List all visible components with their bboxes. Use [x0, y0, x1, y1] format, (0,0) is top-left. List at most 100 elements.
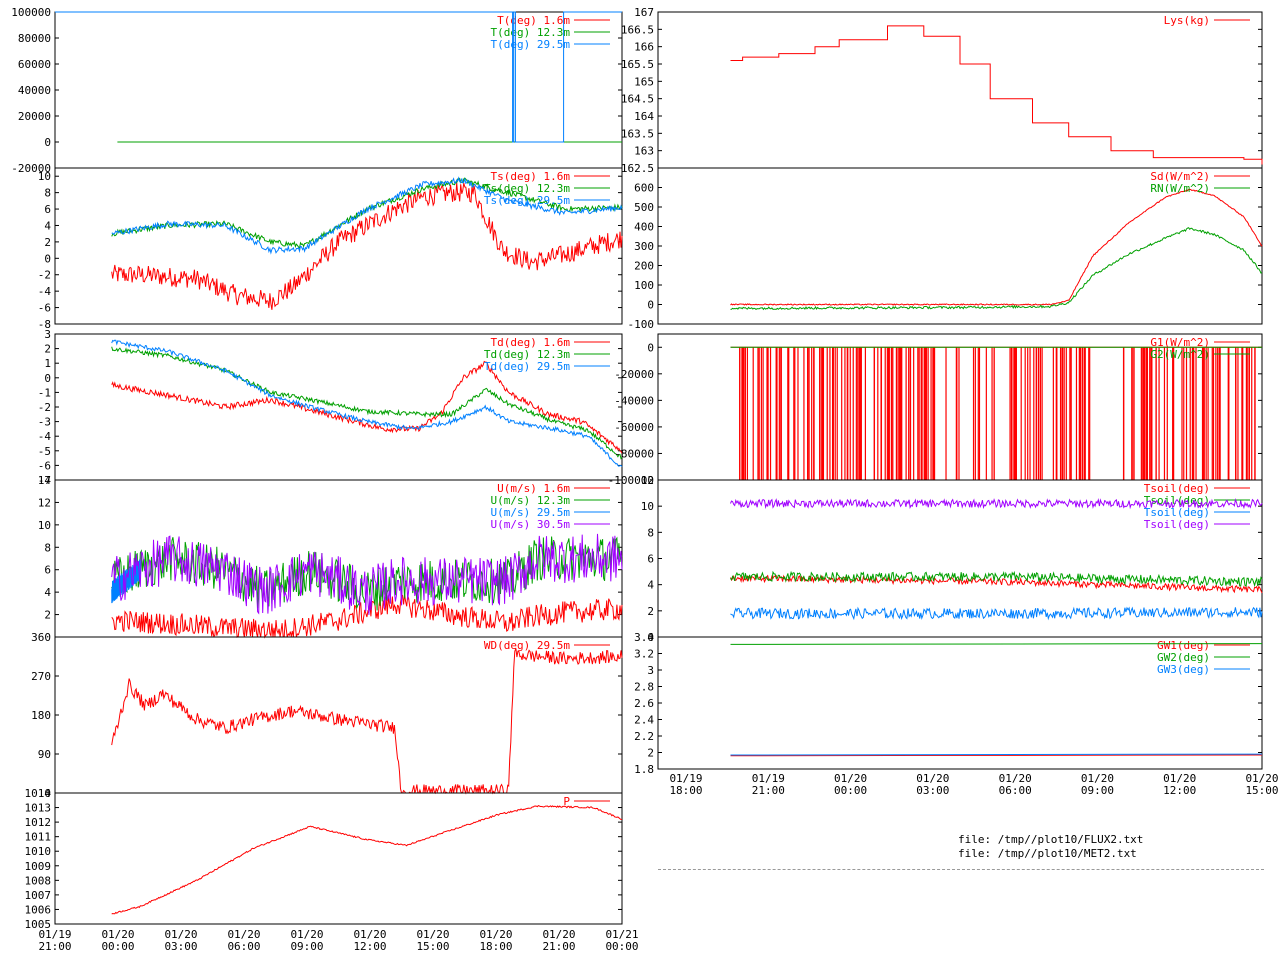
y-tick-label: 20000: [18, 110, 51, 123]
y-tick-label: 6: [44, 203, 51, 216]
y-tick-label: 14: [38, 474, 52, 487]
legend-label: Ts(deg) 1.6m: [491, 170, 571, 183]
series-line: [111, 805, 623, 915]
x-tick-label: 01/20: [101, 928, 134, 941]
y-tick-label: 100000: [11, 6, 51, 19]
y-tick-label: 1005: [25, 918, 52, 931]
series-line: [730, 227, 1263, 311]
panel-frame: [54, 636, 623, 794]
y-tick-label: 1009: [25, 860, 52, 873]
y-tick-label: 162.5: [621, 162, 654, 175]
y-tick-label: 165.5: [621, 58, 654, 71]
x-tick-label: 01/20: [227, 928, 260, 941]
series-line: [111, 648, 623, 795]
y-tick-label: 1010: [25, 845, 52, 858]
legend-label: Sd(W/m^2): [1150, 170, 1210, 183]
y-tick-label: 2: [44, 236, 51, 249]
x-tick-label: 06:00: [227, 940, 260, 953]
y-tick-label: 4: [44, 219, 51, 232]
y-tick-label: 0: [44, 136, 51, 149]
y-tick-label: 166: [634, 41, 654, 54]
y-tick-label: -20000: [614, 368, 654, 381]
legend-label: Td(deg) 1.6m: [491, 336, 571, 349]
x-tick-label: 01/20: [353, 928, 386, 941]
x-tick-label: 12:00: [1163, 784, 1196, 797]
legend-label: U(m/s) 30.5m: [491, 518, 571, 531]
x-tick-label: 18:00: [669, 784, 702, 797]
x-tick-label: 01/20: [479, 928, 512, 941]
y-tick-label: 2.8: [634, 681, 654, 694]
y-tick-label: 0: [44, 787, 51, 800]
legend-label: WD(deg) 29.5m: [484, 639, 570, 652]
y-tick-label: 400: [634, 221, 654, 234]
y-tick-label: -1: [38, 386, 51, 399]
file-label-met: file: /tmp//plot10/MET2.txt: [958, 847, 1137, 860]
y-tick-label: 270: [31, 670, 51, 683]
x-tick-label: 01/19: [38, 928, 71, 941]
y-tick-label: 10: [38, 519, 51, 532]
y-tick-label: 2: [647, 747, 654, 760]
y-tick-label: 8: [647, 526, 654, 539]
x-tick-label: 01/19: [669, 772, 702, 785]
y-tick-label: 1012: [25, 816, 52, 829]
y-tick-label: 3.2: [634, 648, 654, 661]
y-tick-label: 10: [641, 500, 654, 513]
y-tick-label: 10: [38, 170, 51, 183]
y-tick-label: 2.6: [634, 697, 654, 710]
y-tick-label: 90: [38, 748, 51, 761]
y-tick-label: 165: [634, 75, 654, 88]
x-tick-label: 03:00: [916, 784, 949, 797]
y-tick-label: -20000: [11, 162, 51, 175]
y-tick-label: -6: [38, 459, 51, 472]
y-tick-label: 360: [31, 631, 51, 644]
series-line: [730, 753, 1263, 756]
legend-label: Tsoil(deg): [1144, 506, 1210, 519]
x-tick-label: 15:00: [1245, 784, 1278, 797]
y-tick-label: 1013: [25, 802, 52, 815]
x-tick-label: 01/20: [542, 928, 575, 941]
y-tick-label: -7: [38, 474, 51, 487]
y-tick-label: 3: [647, 664, 654, 677]
panel-frame: [54, 792, 623, 925]
y-tick-label: 3: [44, 328, 51, 341]
y-tick-label: -2: [38, 401, 51, 414]
x-tick-label: 01/20: [1163, 772, 1196, 785]
y-tick-label: 167: [634, 6, 654, 19]
x-tick-label: 15:00: [416, 940, 449, 953]
legend-label: P: [563, 795, 570, 808]
y-tick-label: 40000: [18, 84, 51, 97]
y-tick-label: 166.5: [621, 23, 654, 36]
x-tick-label: 00:00: [834, 784, 867, 797]
y-tick-label: 180: [31, 709, 51, 722]
y-tick-label: 0: [647, 631, 654, 644]
y-tick-label: 1014: [25, 787, 52, 800]
x-tick-label: 00:00: [101, 940, 134, 953]
series-line: [111, 533, 623, 615]
x-tick-label: 06:00: [999, 784, 1032, 797]
x-tick-label: 01/20: [290, 928, 323, 941]
y-tick-label: 163.5: [621, 127, 654, 140]
legend-label: Tsoil(deg): [1144, 482, 1210, 495]
series-line: [730, 754, 1263, 757]
y-tick-label: -100: [628, 318, 655, 331]
y-tick-label: -3: [38, 416, 51, 429]
y-tick-label: -5: [38, 445, 51, 458]
series-line: [730, 606, 1263, 621]
series-line: [730, 570, 1263, 588]
x-tick-label: 01/20: [164, 928, 197, 941]
panel-frame: [54, 167, 623, 325]
legend-label: Lys(kg): [1164, 14, 1210, 27]
legend-label: G2(W/m^2): [1150, 348, 1210, 361]
y-tick-label: 12: [641, 474, 654, 487]
y-tick-label: 600: [634, 182, 654, 195]
y-tick-label: 164.5: [621, 93, 654, 106]
y-tick-label: 1: [44, 357, 51, 370]
x-tick-label: 09:00: [1081, 784, 1114, 797]
y-tick-label: -8: [38, 318, 51, 331]
legend-label: GW1(deg): [1157, 639, 1210, 652]
series-line: [111, 594, 623, 639]
series-line: [730, 643, 1263, 645]
x-tick-label: 01/20: [1245, 772, 1278, 785]
y-tick-label: 200: [634, 260, 654, 273]
y-tick-label: 4: [647, 579, 654, 592]
